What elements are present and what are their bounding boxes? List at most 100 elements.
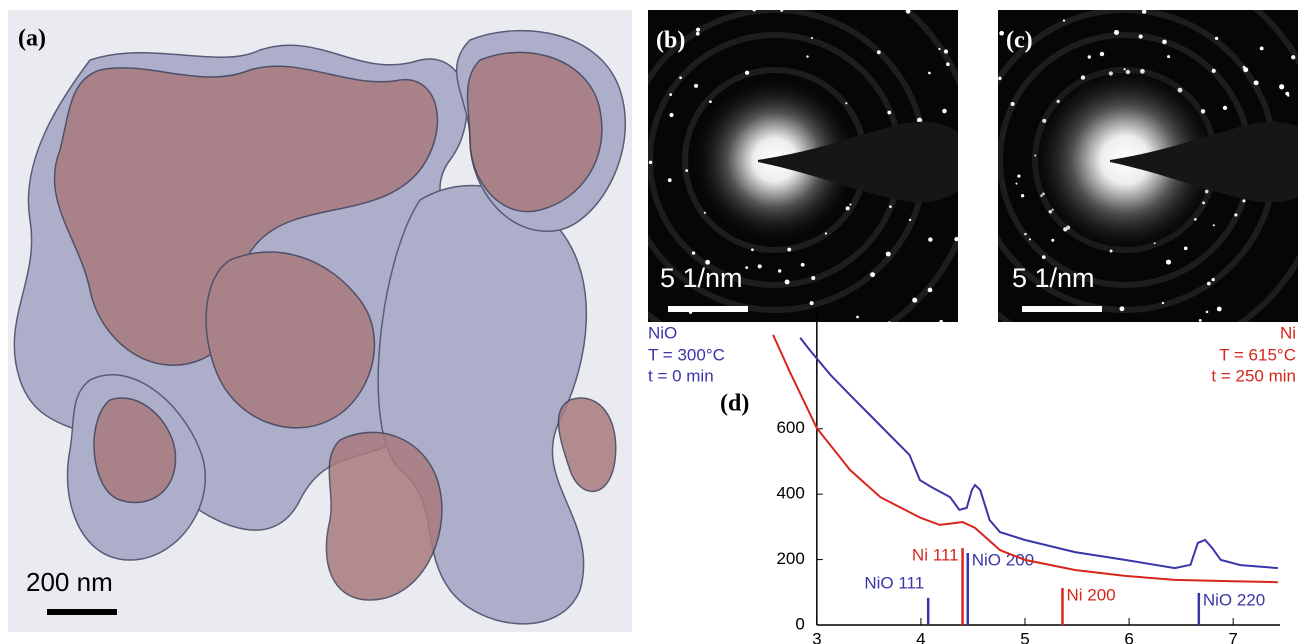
- diffraction-spot: [972, 154, 976, 158]
- panel-label: (a): [18, 26, 46, 52]
- diffraction-spot: [1142, 9, 1146, 13]
- diffraction-spot: [889, 205, 892, 208]
- diffraction-spot: [1234, 213, 1237, 216]
- diffraction-spot: [787, 248, 791, 252]
- diffraction-spot: [1213, 6, 1216, 9]
- diffraction-spot: [696, 32, 700, 36]
- diffraction-spot: [811, 37, 813, 39]
- diffraction-spot: [939, 320, 943, 324]
- diffraction-spot: [978, 207, 982, 211]
- diffraction-spot: [1011, 102, 1015, 106]
- panel-label: (b): [656, 28, 685, 54]
- diffraction-spot: [961, 224, 963, 226]
- diffraction-spot: [846, 206, 850, 210]
- diffraction-spot: [669, 113, 673, 117]
- condition-label: T = 300°C: [648, 345, 725, 364]
- diffraction-spot: [752, 8, 756, 12]
- diffraction-spot: [982, 18, 986, 22]
- diffraction-spot: [963, 322, 965, 324]
- diffraction-spot: [1217, 307, 1222, 312]
- condition-label: t = 250 min: [1211, 366, 1296, 385]
- diffraction-spot: [810, 301, 814, 305]
- diffraction-spot: [972, 172, 975, 175]
- diffraction-spot: [1063, 19, 1065, 21]
- diffraction-spot: [633, 299, 637, 303]
- diffraction-spot: [1206, 311, 1209, 314]
- diffraction-spot: [1114, 30, 1119, 35]
- y-tick-label: 0: [795, 614, 804, 633]
- diffraction-spot: [745, 266, 748, 269]
- diffraction-spot: [801, 263, 805, 267]
- diffraction-spot: [1072, 327, 1075, 330]
- diffraction-spot: [901, 1, 904, 4]
- reference-label: Ni 111: [912, 546, 959, 565]
- diffraction-spot: [780, 9, 783, 12]
- diffraction-spot: [1024, 233, 1026, 235]
- diffraction-spot: [692, 251, 695, 254]
- x-tick-label: 3: [812, 629, 821, 644]
- diffraction-spot: [838, 0, 842, 3]
- diffraction-spot: [978, 122, 982, 126]
- diffraction-spot: [963, 226, 966, 229]
- diffraction-spot: [906, 9, 911, 14]
- diffraction-spot: [1162, 40, 1167, 45]
- diffraction-spot: [1088, 55, 1091, 58]
- diffraction-spot: [877, 50, 881, 54]
- diffraction-spot: [944, 49, 948, 53]
- x-tick-label: 5: [1020, 629, 1029, 644]
- diffraction-spot: [1184, 247, 1188, 251]
- diffraction-spot: [825, 232, 827, 234]
- diffraction-spot: [1260, 47, 1264, 51]
- diffraction-spot: [912, 298, 917, 303]
- diffraction-spot: [696, 28, 700, 32]
- diffraction-spot: [1139, 34, 1143, 38]
- diffraction-spot: [775, 357, 779, 361]
- diffraction-spot: [1212, 278, 1215, 281]
- diffraction-spot: [1085, 385, 1089, 389]
- condition-label: T = 615°C: [1219, 345, 1296, 364]
- diffraction-image: 5 1/nm (b): [572, 0, 1009, 390]
- panel-label: (c): [1006, 28, 1033, 54]
- diffraction-spot: [668, 178, 672, 182]
- diffraction-spot: [889, 323, 894, 328]
- diffraction-spot: [1199, 319, 1202, 322]
- diffraction-spot: [636, 343, 640, 347]
- diffraction-spot: [849, 204, 851, 206]
- diffraction-spot: [879, 365, 881, 367]
- y-tick-label: 600: [776, 418, 804, 437]
- x-tick-label: 6: [1124, 629, 1133, 644]
- diffraction-spot: [972, 26, 976, 30]
- diffraction-spot: [1279, 84, 1284, 89]
- reference-label: NiO 111: [864, 573, 924, 592]
- reference-label: NiO 220: [1203, 590, 1265, 609]
- diffraction-spot: [685, 169, 688, 172]
- diffraction-spot: [1212, 69, 1216, 73]
- diffraction-spot: [837, 325, 839, 327]
- diffraction-spot: [1242, 199, 1245, 202]
- diffraction-spot: [806, 55, 808, 57]
- diffraction-spot: [1215, 37, 1218, 40]
- diffraction-spot: [1100, 330, 1102, 332]
- diffraction-spot: [642, 230, 645, 233]
- diffraction-spot: [984, 219, 987, 222]
- diffraction-spot: [1015, 183, 1017, 185]
- series-name: NiO: [648, 323, 677, 342]
- diffraction-spot: [999, 31, 1004, 36]
- diffraction-spot: [887, 111, 891, 115]
- diffraction-spot: [928, 237, 932, 241]
- diffraction-spot: [704, 1, 707, 4]
- diffraction-spot: [1184, 382, 1188, 386]
- panel-label: (d): [720, 391, 749, 417]
- diffraction-spot: [1291, 55, 1295, 59]
- diffraction-spot: [649, 161, 653, 165]
- x-tick-label: 4: [916, 629, 925, 644]
- diffraction-spot: [677, 334, 681, 338]
- diffraction-spot: [1207, 282, 1211, 286]
- x-tick-label: 7: [1228, 629, 1237, 644]
- tem-image: 200 nm (a): [8, 10, 632, 632]
- diffraction-spot: [679, 76, 682, 79]
- scale-bar-label: 5 1/nm: [660, 263, 743, 293]
- diffraction-spot: [962, 231, 965, 234]
- diffraction-spot: [1021, 194, 1024, 197]
